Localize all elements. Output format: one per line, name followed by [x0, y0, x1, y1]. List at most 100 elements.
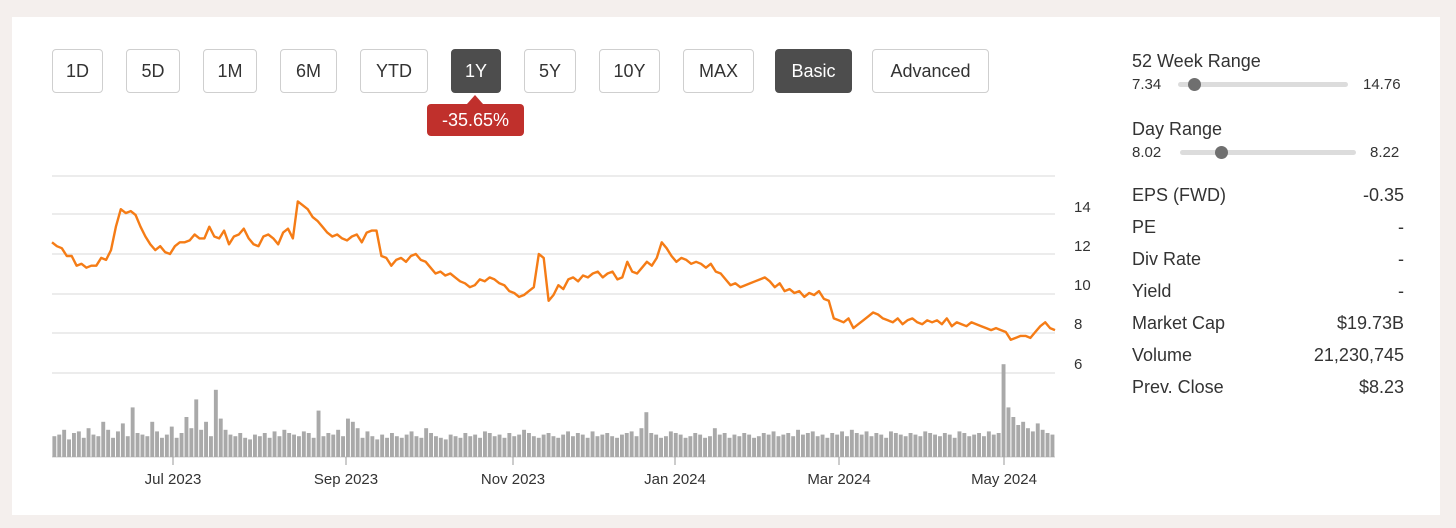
x-tick-label: Sep 2023	[314, 471, 378, 488]
volume-bar	[791, 436, 796, 457]
period-button-1y[interactable]: 1Y	[451, 49, 501, 93]
y-tick-label: 14	[1074, 199, 1091, 216]
volume-bar	[996, 433, 1001, 457]
volume-bar	[385, 437, 389, 457]
volume-bar	[478, 437, 482, 457]
volume-bar	[1011, 417, 1016, 457]
volume-bar	[257, 436, 262, 457]
volume-bar	[1040, 429, 1045, 457]
volume-bar	[698, 434, 703, 457]
volume-bar	[585, 437, 590, 457]
volume-bar	[776, 436, 781, 457]
volume-bar	[76, 431, 81, 457]
volume-bar	[228, 434, 233, 457]
period-button-6m[interactable]: 6M	[280, 49, 337, 93]
day-low: 8.02	[1132, 144, 1162, 161]
volume-bar	[306, 433, 311, 457]
volume-bar	[815, 436, 820, 457]
volume-bar	[977, 433, 981, 457]
volume-bar	[483, 431, 487, 457]
volume-bar	[825, 437, 830, 457]
volume-bar	[771, 431, 776, 457]
volume-bar	[624, 433, 629, 457]
volume-bar	[179, 433, 184, 457]
volume-bar	[72, 433, 76, 457]
volume-bar	[453, 436, 458, 457]
period-button-max[interactable]: MAX	[683, 49, 754, 93]
volume-bar	[859, 434, 864, 457]
volume-bar	[297, 436, 301, 457]
volume-bar	[492, 436, 497, 457]
volume-bar	[575, 433, 580, 457]
volume-bar	[365, 431, 370, 457]
volume-bar	[448, 434, 453, 457]
quote-panel	[12, 17, 1440, 515]
mode-button-basic[interactable]: Basic	[775, 49, 852, 93]
volume-bar	[311, 437, 316, 457]
volume-bar	[923, 431, 928, 457]
stat-label-eps: EPS (FWD)	[1132, 185, 1226, 205]
volume-bar	[262, 433, 267, 457]
volume-bar	[277, 436, 282, 457]
volume-bar	[243, 437, 248, 457]
y-tick-label: 12	[1074, 238, 1091, 255]
volume-bar	[874, 433, 879, 457]
volume-bar	[551, 436, 556, 457]
volume-bar	[292, 434, 296, 457]
price-chart[interactable]: 14 12 10 8 6 Jul 2023 Sep 2023 Nov 2023 Jan 202…	[0, 0, 1100, 500]
volume-bar	[174, 437, 179, 457]
volume-bar	[536, 437, 541, 457]
volume-bar	[380, 434, 385, 457]
volume-bar	[350, 421, 355, 457]
change-badge-pointer	[467, 95, 483, 104]
volume-bar	[321, 436, 326, 457]
volume-bar	[737, 436, 742, 457]
stat-value-yield: -	[1398, 281, 1404, 301]
volume-bar	[986, 431, 991, 457]
volume-bar	[150, 421, 155, 457]
volume-bar	[732, 434, 737, 457]
period-button-5y[interactable]: 5Y	[524, 49, 576, 93]
mode-button-advanced[interactable]: Advanced	[872, 49, 989, 93]
volume-bar	[253, 434, 257, 457]
volume-bar	[615, 437, 619, 457]
volume-bar	[199, 429, 204, 457]
volume-bar	[571, 436, 575, 457]
volume-bar	[849, 429, 854, 457]
period-button-1m[interactable]: 1M	[203, 49, 257, 93]
volume-bar	[463, 433, 468, 457]
volume-bar	[991, 434, 996, 457]
volume-bar	[1001, 364, 1006, 457]
volume-bar	[712, 428, 717, 457]
volume-bar	[649, 433, 654, 457]
volume-bar	[605, 433, 610, 457]
volume-bar	[644, 412, 649, 457]
period-button-5d[interactable]: 5D	[126, 49, 180, 93]
volume-bar	[204, 421, 208, 457]
y-tick-label: 8	[1074, 316, 1082, 333]
volume-bar	[810, 431, 815, 457]
volume-bar	[424, 428, 429, 457]
volume-bar	[830, 433, 835, 457]
change-badge: -35.65%	[427, 104, 524, 136]
period-button-10y[interactable]: 10Y	[599, 49, 660, 93]
volume-bar	[664, 436, 668, 457]
volume-bar	[928, 433, 933, 457]
volume-bar	[845, 436, 849, 457]
volume-bar	[752, 437, 756, 457]
stat-label-volume: Volume	[1132, 345, 1193, 365]
volume-bar	[869, 436, 874, 457]
stat-value-div-rate: -	[1398, 249, 1404, 269]
volume-bar	[189, 428, 194, 457]
period-button-ytd[interactable]: YTD	[360, 49, 428, 93]
period-button-1d[interactable]: 1D	[52, 49, 103, 93]
volume-bar	[854, 433, 859, 457]
volume-bar	[864, 431, 869, 457]
volume-bar	[840, 431, 844, 457]
volume-bar	[438, 437, 443, 457]
x-tick-label: Jul 2023	[145, 471, 202, 488]
volume-bar	[409, 431, 414, 457]
volume-bar	[282, 429, 287, 457]
volume-bar	[781, 434, 786, 457]
volume-bar	[742, 433, 747, 457]
